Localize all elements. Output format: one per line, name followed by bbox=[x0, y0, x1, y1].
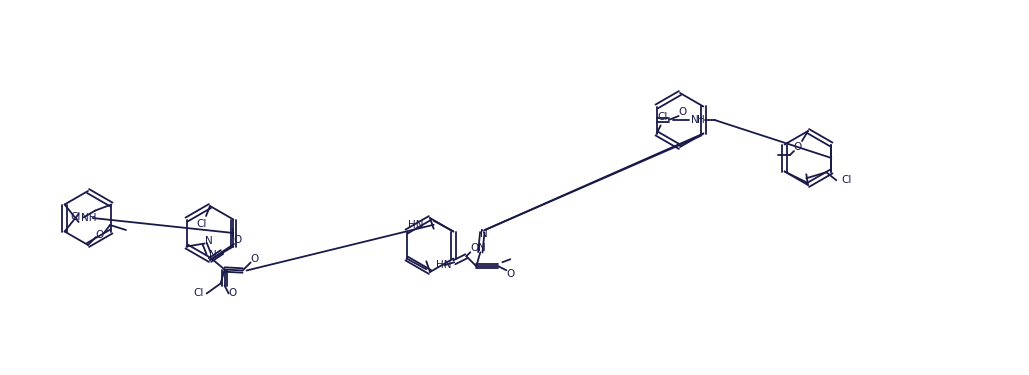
Text: HN: HN bbox=[436, 260, 452, 270]
Text: O: O bbox=[678, 107, 686, 117]
Text: N: N bbox=[478, 243, 486, 253]
Text: N: N bbox=[481, 229, 488, 239]
Text: O: O bbox=[234, 235, 242, 245]
Text: O: O bbox=[470, 243, 478, 253]
Text: Cl: Cl bbox=[70, 213, 80, 222]
Text: O: O bbox=[228, 288, 237, 298]
Text: Cl: Cl bbox=[197, 219, 207, 229]
Text: HN: HN bbox=[409, 220, 424, 230]
Text: NH: NH bbox=[80, 213, 96, 223]
Text: Cl: Cl bbox=[658, 112, 668, 123]
Text: N: N bbox=[690, 115, 699, 125]
Text: H: H bbox=[697, 115, 705, 125]
Text: N: N bbox=[209, 251, 216, 261]
Text: Cl: Cl bbox=[193, 288, 204, 298]
Text: O: O bbox=[250, 254, 258, 264]
Text: O: O bbox=[96, 230, 104, 240]
Text: O: O bbox=[506, 269, 514, 279]
Text: N: N bbox=[205, 237, 213, 246]
Text: Cl: Cl bbox=[841, 175, 851, 185]
Text: O: O bbox=[794, 142, 803, 152]
